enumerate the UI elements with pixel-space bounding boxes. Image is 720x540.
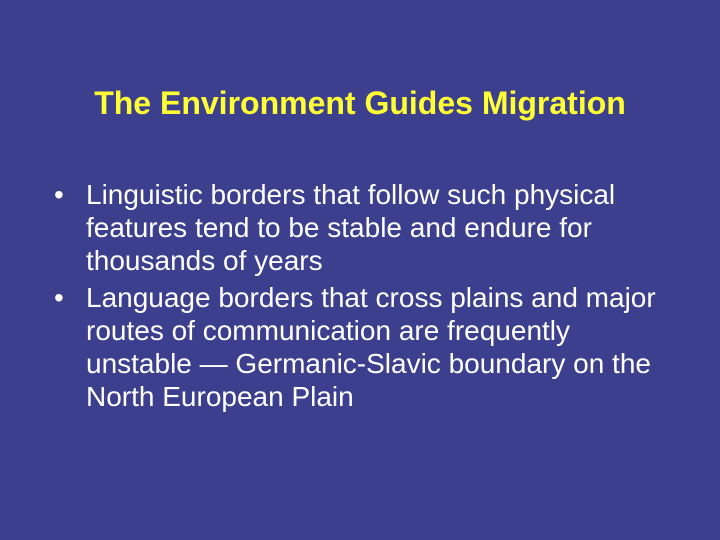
bullet-marker-icon: • bbox=[48, 281, 86, 314]
bullet-item: • Linguistic borders that follow such ph… bbox=[48, 178, 672, 277]
bullet-text: Language borders that cross plains and m… bbox=[86, 281, 672, 413]
slide: The Environment Guides Migration • Lingu… bbox=[0, 0, 720, 540]
slide-body: • Linguistic borders that follow such ph… bbox=[48, 178, 672, 417]
slide-title: The Environment Guides Migration bbox=[60, 85, 660, 122]
bullet-marker-icon: • bbox=[48, 178, 86, 211]
bullet-item: • Language borders that cross plains and… bbox=[48, 281, 672, 413]
bullet-text: Linguistic borders that follow such phys… bbox=[86, 178, 672, 277]
